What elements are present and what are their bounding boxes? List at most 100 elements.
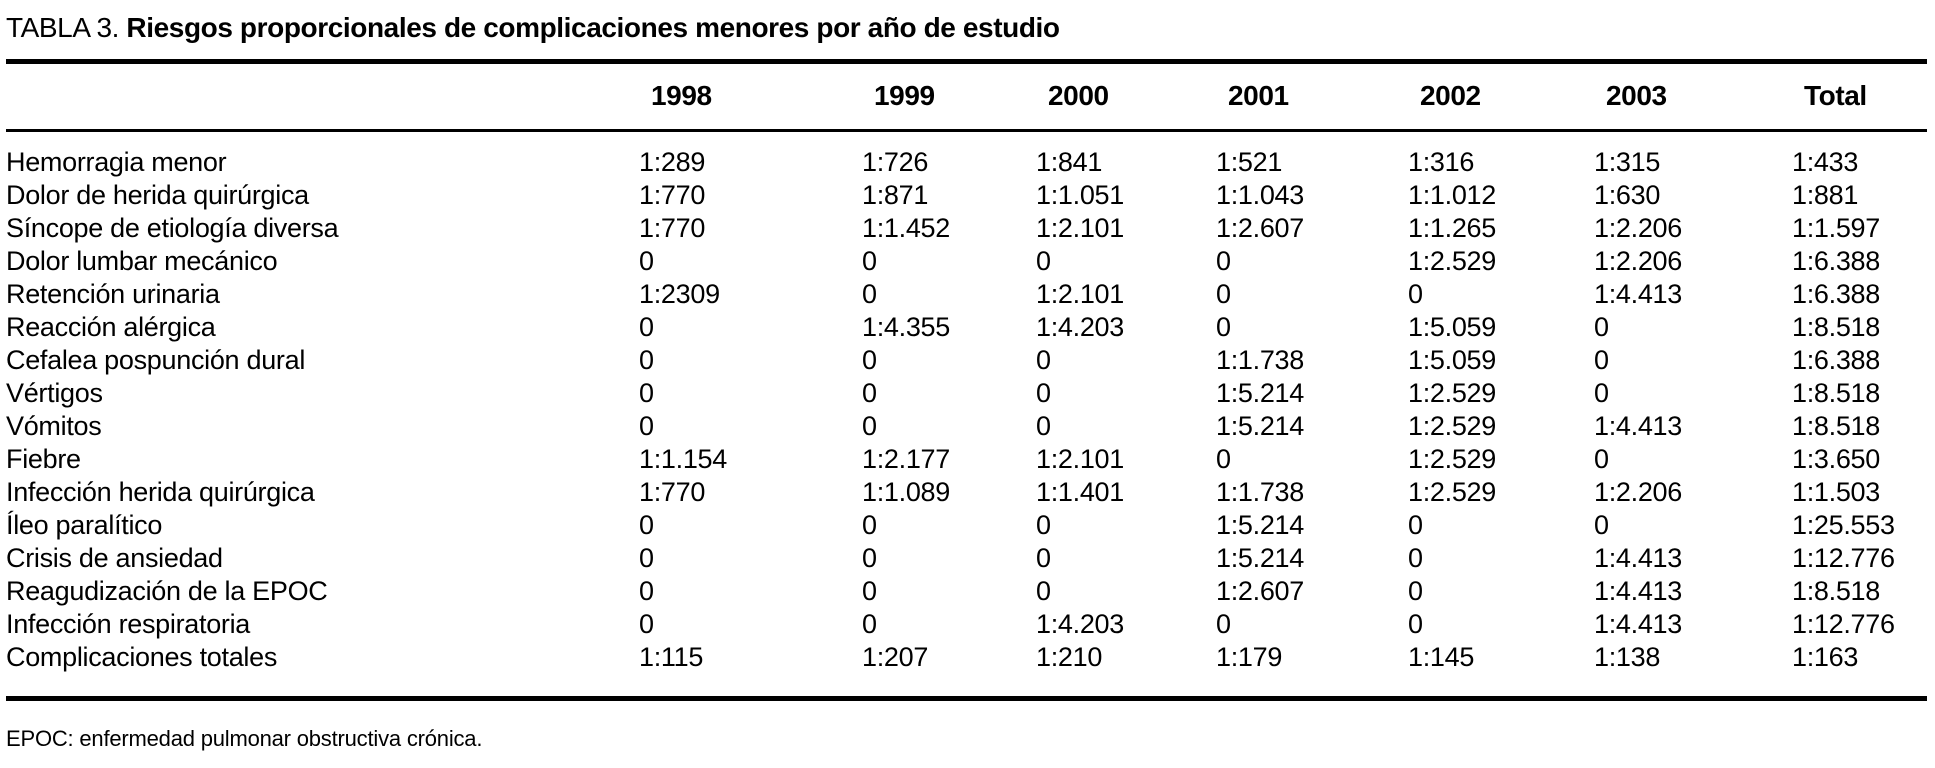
row-label: Reacción alérgica	[6, 312, 216, 342]
risk-value-cell: 0	[1036, 378, 1051, 408]
risk-value-cell: 0	[862, 279, 877, 309]
risk-value-cell: 1:881	[1792, 180, 1859, 210]
corner-cell	[6, 61, 639, 132]
risk-value-cell: 0	[862, 576, 877, 606]
risk-value-cell: 1:2.101	[1036, 279, 1124, 309]
row-label: Infección herida quirúrgica	[6, 477, 315, 507]
risk-value-cell: 0	[1594, 510, 1609, 540]
risk-value-cell: 1:5.059	[1408, 312, 1496, 342]
risk-value-cell: 1:289	[639, 147, 706, 177]
risk-value-cell: 0	[1036, 411, 1051, 441]
row-label: Dolor de herida quirúrgica	[6, 180, 309, 210]
page: TABLA 3. Riesgos proporcionales de compl…	[6, 12, 1927, 751]
risk-value-cell: 1:630	[1594, 180, 1661, 210]
risk-value-cell: 1:4.413	[1594, 411, 1682, 441]
column-header-1998: 1998	[639, 61, 862, 132]
risk-value-cell: 0	[862, 345, 877, 375]
risk-value-cell: 1:2.206	[1594, 213, 1682, 243]
risk-value-cell: 0	[862, 510, 877, 540]
table-row: Cefalea pospunción dural 0 0 0 1:1.738 1:5.05…	[6, 344, 1927, 377]
risk-value-cell: 1:2.529	[1408, 411, 1496, 441]
risk-value-cell: 0	[1594, 378, 1609, 408]
risk-value-cell: 1:1.597	[1792, 213, 1880, 243]
risk-value-cell: 1:4.413	[1594, 279, 1682, 309]
table-body: Hemorragia menor 1:289 1:726 1:841 1:521 1:31…	[6, 131, 1927, 699]
table-row: Retención urinaria 1:2309 0 1:2.101 0 0 1:4.41…	[6, 278, 1927, 311]
risk-value-cell: 0	[1216, 279, 1231, 309]
risk-value-cell: 1:4.413	[1594, 543, 1682, 573]
risk-value-cell: 1:871	[862, 180, 929, 210]
risk-value-cell: 1:4.203	[1036, 609, 1124, 639]
risk-value-cell: 0	[639, 510, 654, 540]
risk-value-cell: 1:521	[1216, 147, 1283, 177]
risk-value-cell: 1:8.518	[1792, 411, 1880, 441]
risk-value-cell: 1:316	[1408, 147, 1475, 177]
table-row: Íleo paralítico 0 0 0 1:5.214 0 0 1:25.553	[6, 509, 1927, 542]
risk-value-cell: 1:4.413	[1594, 609, 1682, 639]
risk-value-cell: 0	[639, 378, 654, 408]
risk-value-cell: 0	[1408, 609, 1423, 639]
table-row: Dolor lumbar mecánico 0 0 0 0 1:2.529 1:2.206 1…	[6, 245, 1927, 278]
risk-value-cell: 1:2.607	[1216, 576, 1304, 606]
risk-value-cell: 1:770	[639, 213, 706, 243]
table-row: Infección herida quirúrgica 1:770 1:1.089 1…	[6, 476, 1927, 509]
row-label: Infección respiratoria	[6, 609, 251, 639]
column-header-total: Total	[1792, 61, 1927, 132]
risk-value-cell: 0	[1594, 312, 1609, 342]
row-label: Complicaciones totales	[6, 642, 278, 672]
risk-value-cell: 1:12.776	[1792, 609, 1895, 639]
risk-value-cell: 1:145	[1408, 642, 1475, 672]
risk-value-cell: 1:163	[1792, 642, 1859, 672]
risk-value-cell: 0	[862, 543, 877, 573]
risk-value-cell: 0	[639, 609, 654, 639]
column-header-2000: 2000	[1036, 61, 1216, 132]
row-label: Retención urinaria	[6, 279, 220, 309]
table-row: Vértigos 0 0 0 1:5.214 1:2.529 0 1:8.518	[6, 377, 1927, 410]
risk-value-cell: 0	[639, 246, 654, 276]
risk-value-cell: 0	[862, 246, 877, 276]
risk-value-cell: 1:2.206	[1594, 246, 1682, 276]
risk-value-cell: 1:179	[1216, 642, 1283, 672]
table-title-text: Riesgos proporcionales de complicaciones…	[126, 12, 1060, 43]
risk-value-cell: 1:5.214	[1216, 411, 1304, 441]
footnote: EPOC: enfermedad pulmonar obstructiva cr…	[6, 726, 483, 751]
table-title: TABLA 3. Riesgos proporcionales de compl…	[6, 12, 1927, 44]
risk-value-cell: 1:1.503	[1792, 477, 1880, 507]
risk-value-cell: 1:1.738	[1216, 345, 1304, 375]
risk-value-cell: 0	[1408, 279, 1423, 309]
column-header-2002: 2002	[1408, 61, 1594, 132]
table-row: Fiebre 1:1.154 1:2.177 1:2.101 0 1:2.529 0 1:3.…	[6, 443, 1927, 476]
risk-value-cell: 0	[1408, 576, 1423, 606]
risk-value-cell: 1:770	[639, 477, 706, 507]
row-label: Hemorragia menor	[6, 147, 227, 177]
risk-value-cell: 1:1.154	[639, 444, 727, 474]
table-row: Síncope de etiología diversa 1:770 1:1.452…	[6, 212, 1927, 245]
risk-value-cell: 0	[1036, 576, 1051, 606]
risk-value-cell: 0	[1216, 609, 1231, 639]
row-label: Cefalea pospunción dural	[6, 345, 306, 375]
risk-value-cell: 0	[862, 411, 877, 441]
risk-value-cell: 0	[639, 312, 654, 342]
table-title-prefix: TABLA 3.	[6, 12, 120, 43]
risk-value-cell: 1:2.529	[1408, 477, 1496, 507]
risk-value-cell: 1:5.214	[1216, 378, 1304, 408]
risk-value-cell: 0	[1408, 543, 1423, 573]
risk-value-cell: 1:6.388	[1792, 246, 1880, 276]
risk-value-cell: 0	[862, 378, 877, 408]
row-label: Vómitos	[6, 411, 102, 441]
risk-value-cell: 0	[1408, 510, 1423, 540]
table-row: Complicaciones totales 1:115 1:207 1:210 1:1…	[6, 641, 1927, 699]
column-header-2003: 2003	[1594, 61, 1792, 132]
table-row: Hemorragia menor 1:289 1:726 1:841 1:521 1:31…	[6, 131, 1927, 180]
row-label: Íleo paralítico	[6, 510, 163, 540]
risk-value-cell: 1:8.518	[1792, 312, 1880, 342]
risk-value-cell: 1:1.089	[862, 477, 950, 507]
risk-value-cell: 1:1.738	[1216, 477, 1304, 507]
risk-value-cell: 1:1.265	[1408, 213, 1496, 243]
risk-value-cell: 0	[1594, 444, 1609, 474]
risk-value-cell: 1:207	[862, 642, 929, 672]
risk-value-cell: 1:2.177	[862, 444, 950, 474]
risk-value-cell: 1:770	[639, 180, 706, 210]
risk-value-cell: 1:2.529	[1408, 246, 1496, 276]
risk-value-cell: 1:1.401	[1036, 477, 1124, 507]
